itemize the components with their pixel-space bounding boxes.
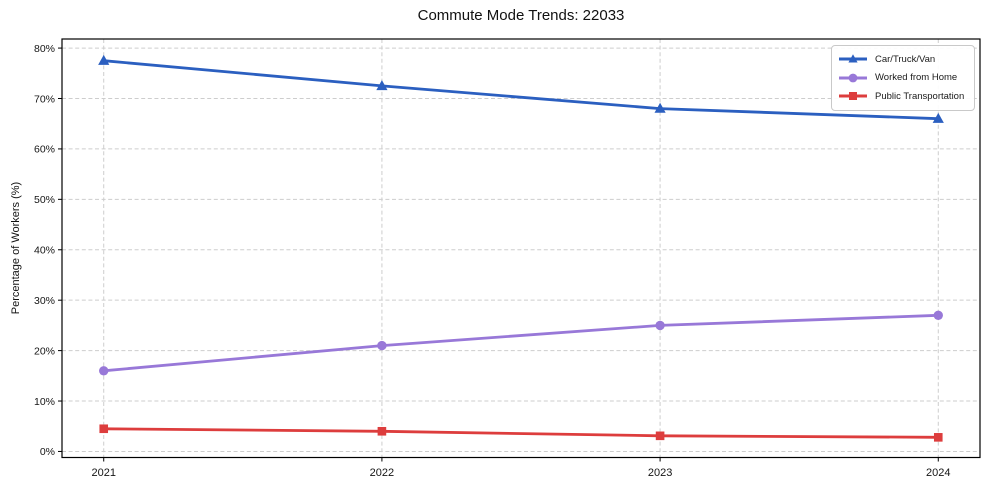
legend-label: Car/Truck/Van [875, 53, 936, 65]
y-tick-label: 10% [34, 396, 55, 408]
marker-square-public-transportation [655, 431, 665, 441]
marker-square-public-transportation [933, 433, 943, 442]
legend-square-sample-icon [839, 92, 867, 101]
legend-item-public-transportation: Public Transportation [838, 87, 967, 106]
marker-circle-worked-from-home [377, 340, 387, 351]
marker-triangle-car-truck-van [98, 54, 110, 65]
marker-square-public-transportation [377, 426, 387, 436]
legend-label: Public Transportation [875, 90, 965, 102]
legend-triangle-sample-icon [839, 54, 867, 63]
marker-circle-worked-from-home [655, 320, 665, 331]
legend-label: Worked from Home [875, 72, 958, 84]
y-tick-label: 60% [34, 144, 55, 156]
legend-circle-sample-icon [839, 73, 867, 83]
legend: Car/Truck/Van Worked from Home Public Tran… [831, 45, 975, 111]
marker-triangle-car-truck-van [376, 80, 388, 91]
y-tick-label: 50% [34, 194, 55, 206]
marker-circle-worked-from-home [99, 366, 109, 376]
legend-item-car-truck-van: Car/Truck/Van [838, 50, 967, 69]
marker-square-public-transportation [99, 424, 109, 434]
y-tick-label: 70% [34, 93, 55, 105]
x-tick-label: 2023 [648, 467, 672, 479]
x-tick-label: 2022 [370, 467, 394, 479]
series-line-worked-from-home [102, 313, 940, 373]
series-line-public-transportation [102, 427, 940, 439]
y-tick-label: 80% [34, 43, 55, 55]
legend-item-worked-from-home: Worked from Home [838, 69, 967, 88]
series-line-car-truck-van [102, 59, 940, 121]
marker-triangle-car-truck-van [932, 112, 944, 123]
chart-title: Commute Mode Trends: 22033 [417, 7, 625, 24]
y-tick-label: 30% [34, 295, 55, 307]
y-tick-label: 20% [34, 345, 55, 357]
y-tick-label: 40% [34, 245, 55, 257]
y-tick-label: 0% [40, 446, 55, 458]
axes-frame [61, 38, 981, 459]
x-tick-label: 2024 [926, 467, 950, 479]
marker-circle-worked-from-home [933, 310, 943, 321]
marker-triangle-car-truck-van [654, 102, 666, 113]
x-tick-label: 2021 [91, 467, 115, 479]
